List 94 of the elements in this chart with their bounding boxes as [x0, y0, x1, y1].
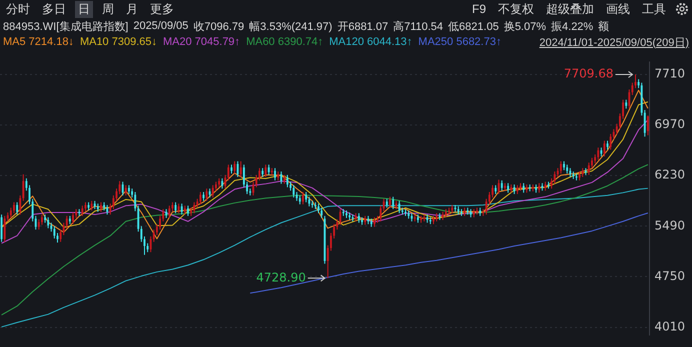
- candlestick: [292, 184, 295, 198]
- text: 周: [101, 0, 115, 18]
- candlestick: [199, 192, 202, 205]
- chart-title: 884953.WI[集成电路指数]: [3, 20, 128, 34]
- candlestick: [124, 184, 127, 196]
- text: 月: [125, 0, 139, 18]
- candlestick: [38, 218, 40, 230]
- candlestick: [19, 194, 22, 216]
- candlestick: [81, 205, 84, 216]
- text: 多日: [41, 0, 67, 18]
- text: 工具: [641, 0, 667, 18]
- candlestick: [13, 202, 15, 214]
- text: 幅3.53%(241.97): [249, 20, 332, 34]
- candlestick: [174, 202, 177, 214]
- candlestick: [150, 236, 152, 253]
- candlestick: [554, 171, 556, 184]
- text: 高7110.54: [393, 20, 444, 34]
- candlestick: [66, 215, 68, 229]
- text: 开6881.07: [337, 20, 388, 34]
- y-tick-label: 7710: [654, 66, 686, 81]
- annotation: 4728.90: [256, 270, 306, 284]
- candlestick: [392, 196, 394, 210]
- text: 不复权: [497, 0, 535, 18]
- text: MA20 7045.79↑: [163, 36, 240, 48]
- candlestick: [90, 200, 93, 211]
- candlestick: [320, 207, 323, 218]
- y-tick-label: 6970: [654, 117, 686, 132]
- text: MA250 5682.73↑: [418, 36, 502, 48]
- text: 日: [75, 0, 93, 18]
- candlestick: [646, 114, 649, 136]
- candlestick: [318, 203, 320, 214]
- candlestick: [268, 164, 270, 176]
- candlestick: [308, 196, 310, 207]
- candlestick: [603, 140, 606, 157]
- candlestick: [16, 202, 18, 216]
- candlestick: [644, 110, 646, 138]
- candlestick: [507, 182, 510, 194]
- candlestick: [522, 182, 525, 194]
- candlestick: [389, 196, 391, 208]
- text: 画线: [605, 0, 631, 18]
- y-tick-label: 5490: [654, 218, 686, 232]
- text: F9: [470, 2, 487, 16]
- candlestick: [4, 215, 6, 242]
- candlestick: [358, 212, 360, 224]
- candlestick: [538, 182, 540, 194]
- candlestick: [610, 133, 612, 150]
- candlestick: [106, 204, 108, 216]
- text: 换5.07%: [504, 20, 546, 34]
- candlestick: [305, 192, 308, 203]
- candlestick: [500, 180, 503, 192]
- candlestick: [560, 160, 562, 174]
- candlestick: [264, 164, 267, 178]
- candlestick: [180, 203, 183, 216]
- candlestick: [234, 160, 236, 174]
- text: 2024/11/01-2025/09/05(209日): [539, 36, 689, 50]
- annotation: 7709.68: [564, 66, 614, 81]
- candlestick: [206, 188, 208, 202]
- candlestick: [0, 214, 3, 242]
- text: 分时: [5, 0, 31, 18]
- candlestick: [22, 174, 24, 202]
- text: 超级叠加: [545, 0, 595, 18]
- candlestick: [221, 178, 224, 190]
- text: MA10 7309.65↓: [80, 36, 157, 48]
- text: 收7096.79: [193, 20, 244, 34]
- candlestick: [373, 216, 376, 228]
- candlestick: [178, 203, 180, 214]
- candlestick: [597, 147, 600, 160]
- candlestick: [187, 205, 189, 216]
- candlestick: [47, 216, 50, 229]
- y-tick-label: 4010: [654, 319, 686, 334]
- candlestick: [40, 214, 43, 226]
- candlestick: [53, 226, 56, 239]
- text: MA120 6044.13↑: [329, 36, 412, 48]
- text: 低6821.05: [448, 20, 499, 34]
- candlestick: [274, 168, 276, 181]
- candlestick: [588, 162, 590, 176]
- candlestick: [72, 212, 74, 225]
- candlestick: [212, 184, 214, 198]
- text: 额: [598, 20, 610, 34]
- candlestick: [100, 202, 102, 212]
- candlestick: [168, 205, 170, 218]
- text: 2025/09/05: [133, 20, 188, 32]
- y-tick-label: 4750: [654, 268, 686, 283]
- candlestick: [240, 160, 242, 178]
- y-tick-label: 6230: [654, 168, 686, 182]
- candlestick: [302, 192, 304, 205]
- text: 更多: [149, 0, 175, 18]
- candlestick: [286, 174, 288, 188]
- candlestick: [134, 192, 136, 212]
- candlestick: [398, 200, 400, 214]
- text: 振4.22%: [551, 20, 594, 34]
- candlestick: [380, 205, 382, 222]
- text: MA60 6390.74↑: [246, 36, 324, 48]
- text: MA5 7214.18↓: [3, 36, 74, 48]
